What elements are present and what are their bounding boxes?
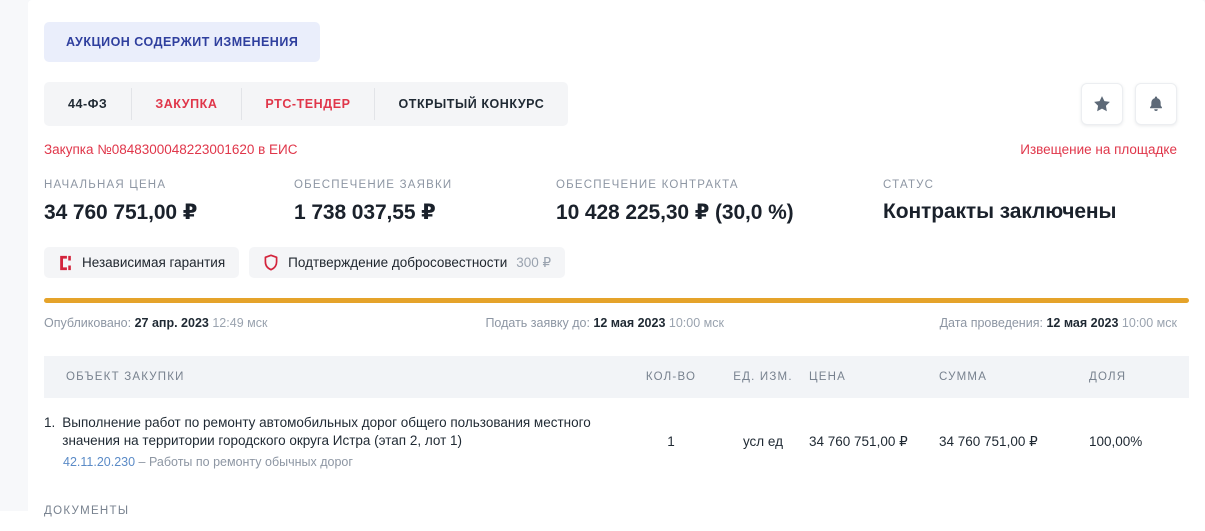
cell-quantity: 1	[667, 434, 675, 450]
cell-sum: 34 760 751,00 ₽	[939, 433, 1038, 449]
published-value: 27 апр. 2023	[134, 316, 209, 330]
stat-status: Статус Контракты заключены	[883, 179, 1143, 225]
badge-label: Независимая гарантия	[82, 255, 226, 270]
stat-label: Начальная цена	[44, 179, 167, 191]
status-badge: Контракты заключены	[883, 200, 1117, 223]
event-value: 12 мая 2023	[1046, 316, 1119, 330]
procurement-card: Аукцион содержит изменения 44-ФЗ Закупка…	[28, 0, 1205, 531]
column-price: Цена	[809, 356, 939, 398]
event-label: Дата проведения:	[939, 316, 1043, 330]
cell-share: 100,00%	[1089, 434, 1143, 450]
favorite-button[interactable]	[1081, 83, 1123, 125]
guarantee-icon	[58, 255, 73, 271]
shield-icon	[263, 254, 279, 271]
tab-purchase[interactable]: Закупка	[131, 82, 241, 126]
okpd-description: Работы по ремонту обычных дорог	[148, 455, 353, 470]
object-title-line: 1. Выполнение работ по ремонту автомобил…	[44, 414, 625, 450]
stat-value: 10 428 225,30 ₽ (30,0 %)	[556, 201, 794, 224]
badge-label: Подтверждение добросовестности	[288, 255, 508, 270]
table-row: 1. Выполнение работ по ремонту автомобил…	[44, 398, 1189, 487]
badge-independent-guarantee[interactable]: Независимая гарантия	[44, 247, 240, 278]
tab-platform-rts[interactable]: РТС-тендер	[241, 82, 374, 126]
bid-deadline: Подать заявку до: 12 мая 2023 10:00 мск	[485, 316, 939, 330]
published-label: Опубликовано:	[44, 316, 132, 330]
dates-row: Опубликовано: 27 апр. 2023 12:49 мск Под…	[44, 316, 1189, 330]
cell-object: 1. Выполнение работ по ремонту автомобил…	[44, 398, 625, 487]
column-unit: Ед. изм.	[717, 356, 809, 398]
published-date: Опубликовано: 27 апр. 2023 12:49 мск	[44, 316, 485, 330]
published-time: 12:49 мск	[212, 316, 268, 330]
auction-changed-notice[interactable]: Аукцион содержит изменения	[44, 22, 321, 62]
documents-section-title: Документы	[44, 505, 130, 518]
bell-icon	[1146, 94, 1166, 114]
okpd-separator: –	[138, 455, 146, 470]
bid-label: Подать заявку до:	[485, 316, 590, 330]
column-quantity: Кол-во	[625, 356, 717, 398]
object-okpd-line: 42.11.20.230 – Работы по ремонту обычных…	[63, 455, 625, 469]
column-sum: Сумма	[939, 356, 1089, 398]
links-row: Закупка №0848300048223001620 в ЕИС Извещ…	[44, 142, 1189, 157]
table-header-row: Объект закупки Кол-во Ед. изм. Цена Сумм…	[44, 356, 1189, 398]
stat-value: 1 738 037,55 ₽	[294, 201, 436, 224]
item-number: 1.	[44, 415, 56, 430]
okpd-code-link[interactable]: 42.11.20.230	[63, 455, 136, 470]
stat-value: 34 760 751,00 ₽	[44, 201, 198, 224]
stat-initial-price: Начальная цена 34 760 751,00 ₽	[44, 179, 294, 225]
column-object: Объект закупки	[44, 356, 625, 398]
cell-price: 34 760 751,00 ₽	[809, 433, 908, 449]
star-icon	[1092, 94, 1112, 114]
column-share: Доля	[1089, 356, 1189, 398]
summary-stats: Начальная цена 34 760 751,00 ₽ Обеспечен…	[44, 179, 1189, 225]
tab-law-44fz[interactable]: 44-ФЗ	[68, 97, 108, 111]
items-table: Объект закупки Кол-во Ед. изм. Цена Сумм…	[44, 356, 1189, 487]
event-time: 10:00 мск	[1121, 316, 1177, 330]
badge-amount: 300 ₽	[516, 254, 552, 270]
notifications-button[interactable]	[1135, 83, 1177, 125]
stat-label: Обеспечение контракта	[556, 179, 739, 191]
notice-row: Аукцион содержит изменения	[44, 0, 1189, 62]
page-background: Аукцион содержит изменения 44-ФЗ Закупка…	[44, 22, 1189, 518]
badge-good-faith-confirmation[interactable]: Подтверждение добросовестности 300 ₽	[249, 247, 566, 278]
tabs-row: 44-ФЗ Закупка РТС-тендер Открытый конкур…	[44, 82, 1189, 126]
eis-purchase-link[interactable]: Закупка №0848300048223001620 в ЕИС	[44, 142, 298, 157]
tab-procedure-open-competition[interactable]: Открытый конкурс	[374, 82, 568, 126]
items-table-body: 1. Выполнение работ по ремонту автомобил…	[44, 398, 1189, 487]
tag-group: 44-ФЗ Закупка РТС-тендер Открытый конкур…	[44, 82, 569, 126]
items-table-head: Объект закупки Кол-во Ед. изм. Цена Сумм…	[44, 356, 1189, 398]
event-date: Дата проведения: 12 мая 2023 10:00 мск	[940, 316, 1189, 330]
stat-contract-security: Обеспечение контракта 10 428 225,30 ₽ (3…	[556, 179, 883, 225]
stat-label: Статус	[883, 179, 935, 191]
platform-notice-link[interactable]: Извещение на площадке	[1020, 142, 1177, 157]
cell-unit: усл ед	[742, 434, 784, 450]
bid-value: 12 мая 2023	[593, 316, 666, 330]
stat-label: Обеспечение заявки	[294, 179, 453, 191]
items-table-wrapper: Объект закупки Кол-во Ед. изм. Цена Сумм…	[44, 356, 1189, 487]
requirement-badges: Независимая гарантия Подтверждение добро…	[44, 247, 1189, 278]
item-title: Выполнение работ по ремонту автомобильны…	[62, 415, 591, 449]
bid-time: 10:00 мск	[668, 316, 724, 330]
card-action-buttons	[1081, 83, 1189, 125]
stat-bid-security: Обеспечение заявки 1 738 037,55 ₽	[294, 179, 556, 225]
timeline-progress-bar	[44, 298, 1189, 303]
